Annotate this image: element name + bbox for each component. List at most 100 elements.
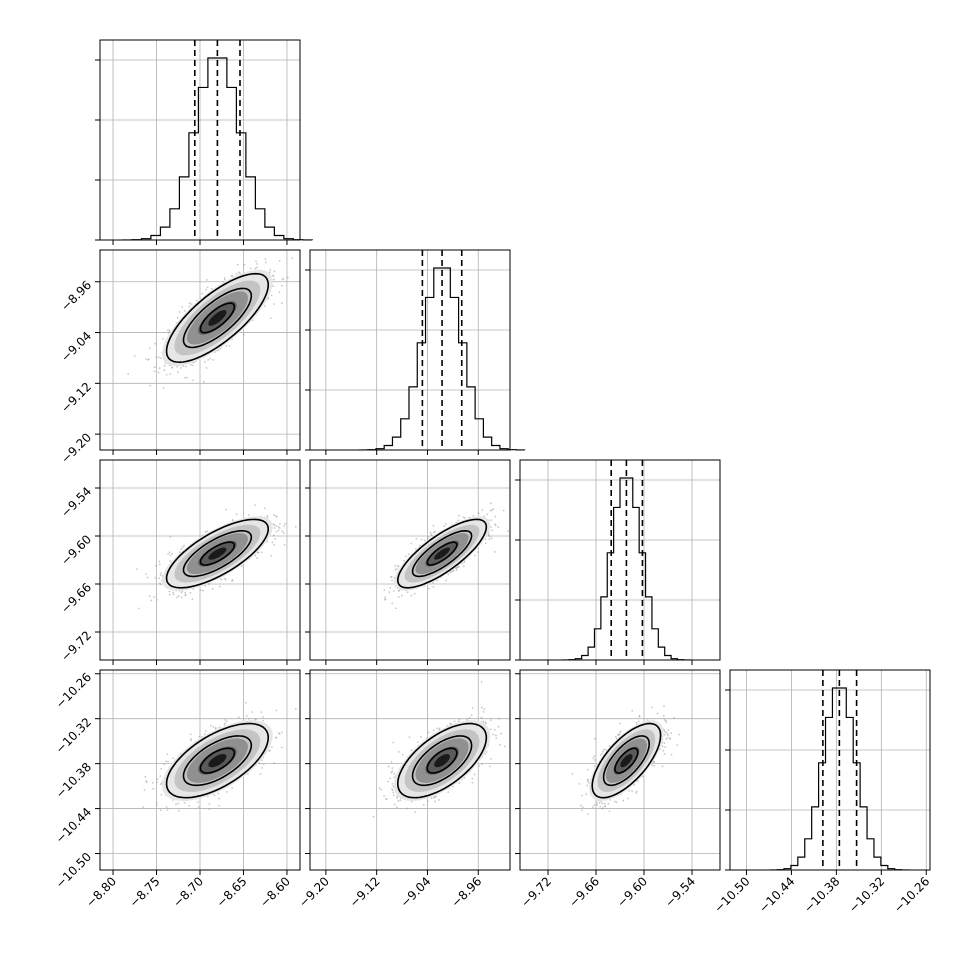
scatter-point: [280, 284, 283, 287]
scatter-point: [191, 364, 194, 367]
scatter-point: [256, 262, 258, 265]
scatter-point: [406, 591, 409, 594]
scatter-point: [172, 593, 175, 596]
scatter-point: [294, 525, 297, 528]
scatter-point: [177, 371, 179, 373]
scatter-point: [167, 760, 169, 763]
scatter-point: [243, 263, 246, 266]
axes-frame: [729, 669, 931, 871]
scatter-point: [260, 711, 263, 713]
scatter-point: [179, 366, 182, 369]
scatter-point: [266, 516, 269, 519]
scatter-point: [491, 509, 493, 512]
scatter-point: [148, 347, 151, 350]
x-tick-label: −10.32: [846, 874, 887, 915]
scatter-point: [127, 373, 130, 375]
y-tick-label: −9.54: [58, 484, 94, 520]
scatter-point: [281, 302, 283, 304]
scatter-points: [127, 257, 294, 389]
scatter-point: [445, 579, 448, 582]
x-tick-label: −10.26: [891, 874, 932, 915]
y-tick-label: −9.60: [58, 532, 94, 568]
scatter-point: [203, 733, 206, 735]
scatter-point: [268, 271, 271, 274]
scatter-point: [235, 272, 238, 275]
scatter-point: [264, 261, 267, 264]
scatter-point: [267, 298, 270, 300]
scatter-point: [156, 778, 159, 780]
scatter-point: [432, 524, 435, 527]
scatter-point: [172, 591, 175, 594]
scatter-point: [169, 373, 172, 375]
x-tick-label: −10.44: [756, 874, 797, 915]
scatter-point: [211, 358, 214, 361]
scatter-point: [256, 557, 258, 560]
scatter-point: [165, 373, 168, 376]
scatter-point: [405, 555, 407, 558]
y-tick-label: −9.66: [58, 580, 94, 616]
scatter-point: [176, 316, 179, 319]
scatter-point: [410, 594, 413, 597]
scatter-point: [432, 581, 435, 584]
scatter-point: [275, 524, 278, 527]
scatter-point: [455, 567, 458, 569]
scatter-point: [168, 329, 171, 332]
scatter-point: [180, 548, 183, 551]
scatter-point: [490, 526, 492, 528]
scatter-point: [263, 305, 266, 307]
scatter-point: [261, 767, 263, 769]
scatter-point: [291, 257, 294, 260]
scatter-point: [157, 371, 160, 374]
scatter-point: [457, 566, 460, 569]
scatter-point: [488, 538, 491, 541]
scatter-point: [273, 270, 276, 273]
scatter-point: [154, 342, 157, 345]
scatter-point: [283, 544, 286, 546]
histogram-step: [358, 267, 526, 451]
y-tick-label: −8.96: [58, 278, 94, 314]
scatter-point: [278, 522, 281, 525]
histogram-panel-1: [95, 39, 313, 245]
scatter-point: [146, 576, 149, 579]
scatter-point: [391, 579, 394, 582]
scatter-point: [160, 572, 162, 574]
scatter-point: [423, 539, 426, 542]
scatter-point: [184, 376, 186, 379]
contour-line: [411, 529, 473, 578]
density-fill: [208, 547, 227, 560]
scatter-point: [247, 717, 250, 720]
scatter-point: [169, 560, 171, 562]
scatter-point: [447, 573, 450, 576]
contour-line: [396, 518, 488, 589]
scatter-point: [220, 578, 223, 581]
scatter-point: [166, 329, 169, 332]
scatter-points: [142, 701, 297, 812]
contour-line: [199, 302, 236, 334]
scatter-point: [432, 531, 435, 534]
scatter-point: [494, 523, 496, 526]
scatter-point: [489, 502, 492, 505]
scatter-point: [284, 522, 287, 525]
scatter-point: [235, 513, 238, 516]
scatter-point: [168, 590, 171, 593]
scatter-point: [384, 598, 386, 601]
scatter-point: [487, 533, 490, 536]
scatter-point: [147, 359, 150, 361]
scatter-point: [150, 599, 153, 602]
scatter-point: [136, 568, 139, 571]
scatter-point: [184, 591, 186, 594]
scatter-point: [171, 366, 174, 369]
scatter-point: [159, 582, 161, 585]
scatter-panel-4-1: −8.80 −8.75 −8.70 −8.65 −8.60−10.50−10.44−10…: [53, 669, 301, 910]
scatter-point: [275, 530, 278, 533]
scatter-point: [191, 598, 194, 600]
scatter-point: [190, 363, 192, 366]
scatter-point: [169, 535, 172, 538]
scatter-point: [248, 514, 250, 516]
y-tick-label: −9.72: [58, 628, 94, 664]
scatter-point: [427, 536, 430, 538]
scatter-point: [189, 733, 192, 736]
scatter-point: [490, 519, 493, 522]
scatter-point: [429, 531, 432, 534]
scatter-point: [383, 589, 386, 591]
